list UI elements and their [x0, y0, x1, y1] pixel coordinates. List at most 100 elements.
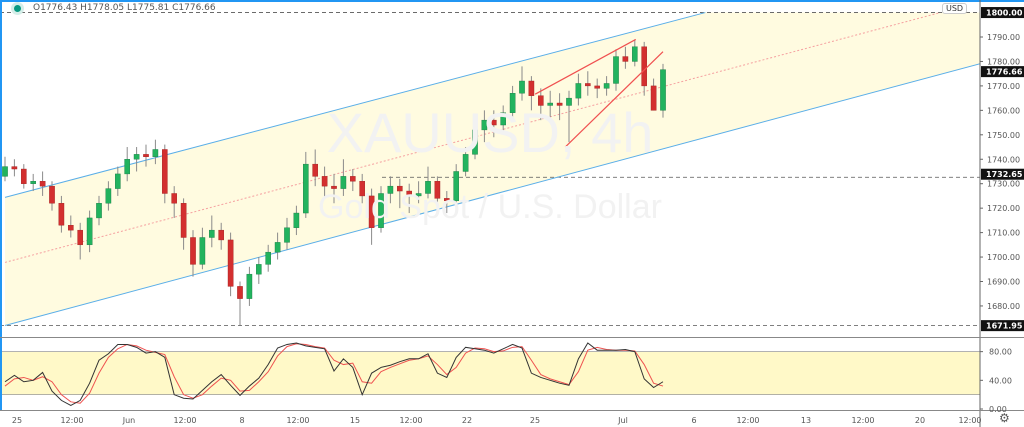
candle	[30, 173, 37, 192]
candle-body	[566, 97, 572, 106]
candle	[462, 147, 469, 177]
stoch-d-line	[4, 343, 664, 404]
candle	[415, 181, 422, 204]
candle	[350, 169, 356, 192]
candle	[171, 186, 178, 218]
candle-body	[453, 171, 460, 202]
candle-body	[161, 149, 168, 194]
price-tick-label: 1780.00	[987, 57, 1020, 66]
candle-body	[114, 173, 121, 189]
candle	[124, 147, 130, 182]
time-tick-label: Jul	[617, 416, 628, 425]
currency-button[interactable]: USD	[942, 3, 968, 14]
candle	[575, 73, 582, 106]
time-tick-label: 6	[691, 416, 696, 425]
left-border	[0, 0, 2, 411]
candle	[49, 181, 55, 211]
candle-body	[293, 212, 300, 228]
candle	[378, 186, 384, 233]
candle-body	[190, 237, 196, 265]
candle	[237, 281, 243, 326]
candle-body	[509, 93, 516, 113]
candle	[660, 63, 666, 118]
price-label-box	[981, 168, 1024, 180]
stoch-k-line	[4, 342, 664, 406]
candle-body	[350, 176, 356, 182]
candle	[594, 78, 600, 99]
price-tick-label: 1750.00	[987, 131, 1020, 140]
candle-body	[528, 80, 535, 96]
candle	[312, 149, 319, 187]
stochastic-pane[interactable]	[0, 342, 980, 406]
candle	[519, 66, 525, 101]
candle-body	[39, 181, 46, 187]
candle	[284, 217, 290, 250]
candle-body	[124, 159, 130, 175]
candle	[650, 78, 657, 111]
candle	[321, 166, 328, 199]
candle	[481, 110, 488, 143]
candle-body	[603, 83, 610, 89]
price-label: 1800.00	[981, 7, 1024, 19]
price-tick-label: 1790.00	[987, 33, 1020, 42]
time-tick-label: 8	[239, 416, 244, 425]
top-border	[0, 0, 1024, 2]
price-tick-label: 1760.00	[987, 106, 1020, 115]
candle	[641, 41, 647, 96]
price-label-box	[981, 7, 1024, 19]
candle	[613, 49, 619, 91]
candle-body	[519, 80, 525, 94]
price-label-box	[981, 320, 1024, 332]
candle	[387, 176, 394, 204]
candle	[500, 105, 507, 133]
stoch-tick-label: 0.00	[989, 405, 1007, 414]
price-label-box	[981, 66, 1024, 78]
candle-body	[227, 239, 234, 287]
candle	[265, 244, 272, 272]
candle-body	[434, 181, 441, 199]
candle	[143, 144, 149, 167]
candle-body	[415, 193, 422, 197]
candle	[331, 173, 337, 204]
market-status-icon	[14, 4, 21, 12]
candle	[190, 230, 196, 277]
candle	[444, 191, 450, 214]
candle-body	[481, 119, 488, 131]
candle-body	[613, 56, 619, 84]
candle-body	[21, 168, 27, 184]
candle-body	[96, 203, 102, 219]
candle	[161, 144, 168, 204]
candle-body	[2, 166, 8, 177]
candle-body	[340, 176, 347, 189]
candle	[96, 195, 102, 226]
candle	[77, 222, 83, 260]
candle	[547, 90, 553, 123]
candle	[397, 178, 403, 209]
candle	[180, 198, 187, 250]
time-tick-label: 25	[530, 416, 540, 425]
candle-body	[538, 95, 544, 106]
price-pane[interactable]	[0, 12, 1024, 327]
candle-body	[331, 185, 337, 189]
candle-body	[462, 154, 469, 172]
candle-body	[208, 229, 215, 238]
candle	[105, 181, 112, 211]
candle	[2, 156, 8, 182]
candle-body	[585, 83, 591, 87]
candle	[274, 232, 281, 260]
candle	[67, 215, 74, 238]
ohlc-values: O1776.43 H1778.05 L1775.81 C1776.66	[33, 3, 216, 13]
candle-body	[218, 229, 225, 241]
time-tick-label: 12:00	[851, 416, 874, 425]
candle-body	[359, 181, 366, 197]
candle-body	[303, 163, 309, 214]
candle	[114, 166, 121, 196]
settings-gear-icon[interactable]: ⚙	[999, 411, 1010, 425]
candle-body	[265, 251, 272, 265]
candle-body	[11, 166, 18, 170]
candle-body	[143, 154, 149, 158]
candle	[556, 93, 563, 121]
price-label: 1671.95	[981, 320, 1024, 332]
